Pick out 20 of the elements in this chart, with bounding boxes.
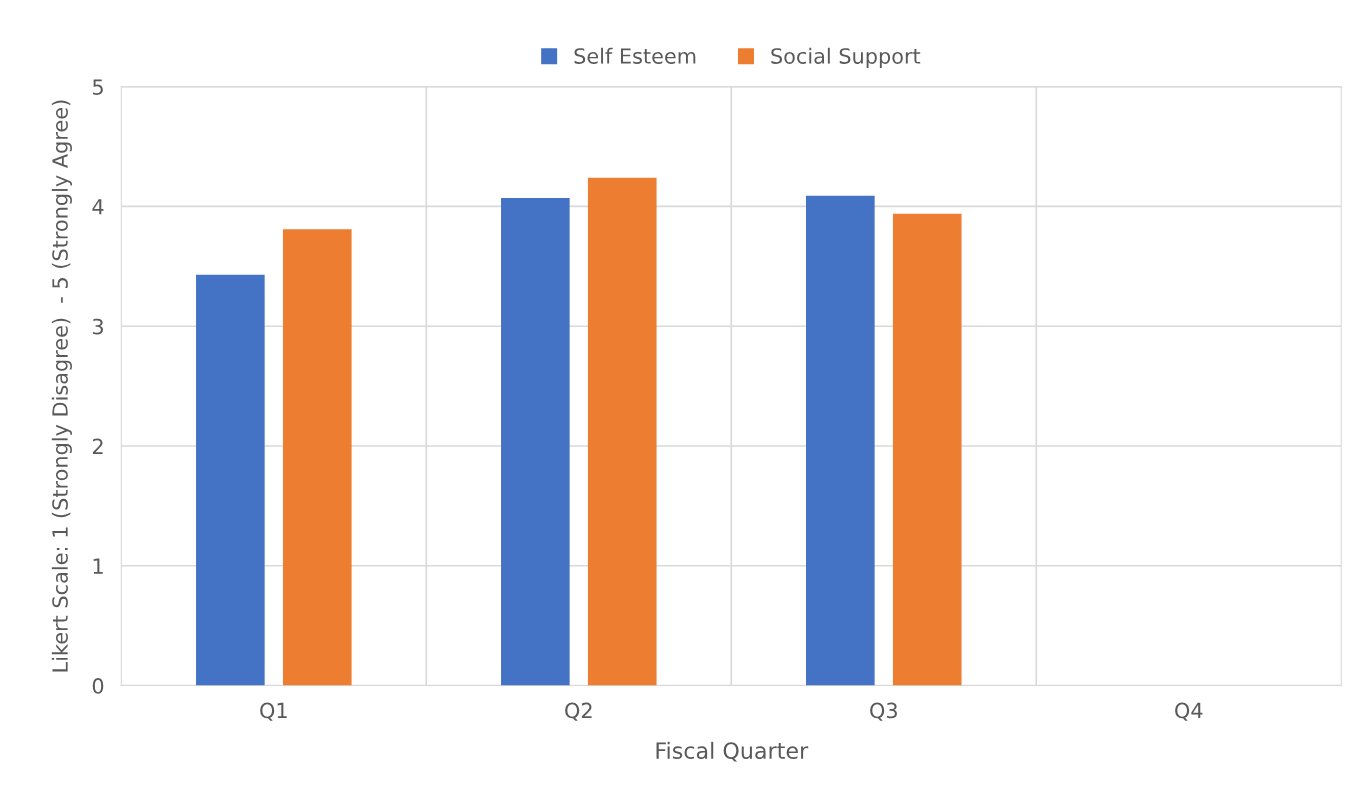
y-tick-label: 3 [92, 318, 103, 335]
x-axis-title: Fiscal Quarter [656, 741, 809, 762]
x-tick-label: Q3 [870, 702, 897, 721]
y-tick-label: 0 [92, 678, 104, 694]
legend-label: Self Esteem [574, 47, 696, 64]
bar [196, 274, 265, 686]
y-axis-title: Likert Scale: 1 (Strongly Disagree) - 5 (Strongly Agree) [51, 100, 72, 672]
y-tick-label: 2 [92, 438, 103, 454]
y-tick-label: 4 [92, 199, 104, 215]
bar [587, 177, 657, 686]
bar [892, 213, 962, 686]
x-tick-label: Q2 [565, 702, 592, 721]
x-tick-label: Q4 [1175, 702, 1203, 721]
y-tick-label: 5 [93, 79, 103, 95]
bar [282, 229, 352, 686]
x-tick-label: Q1 [260, 702, 287, 721]
bar [501, 198, 570, 686]
bar [806, 195, 875, 686]
y-tick-label: 1 [93, 558, 103, 574]
legend-label: Social Support [771, 47, 921, 68]
